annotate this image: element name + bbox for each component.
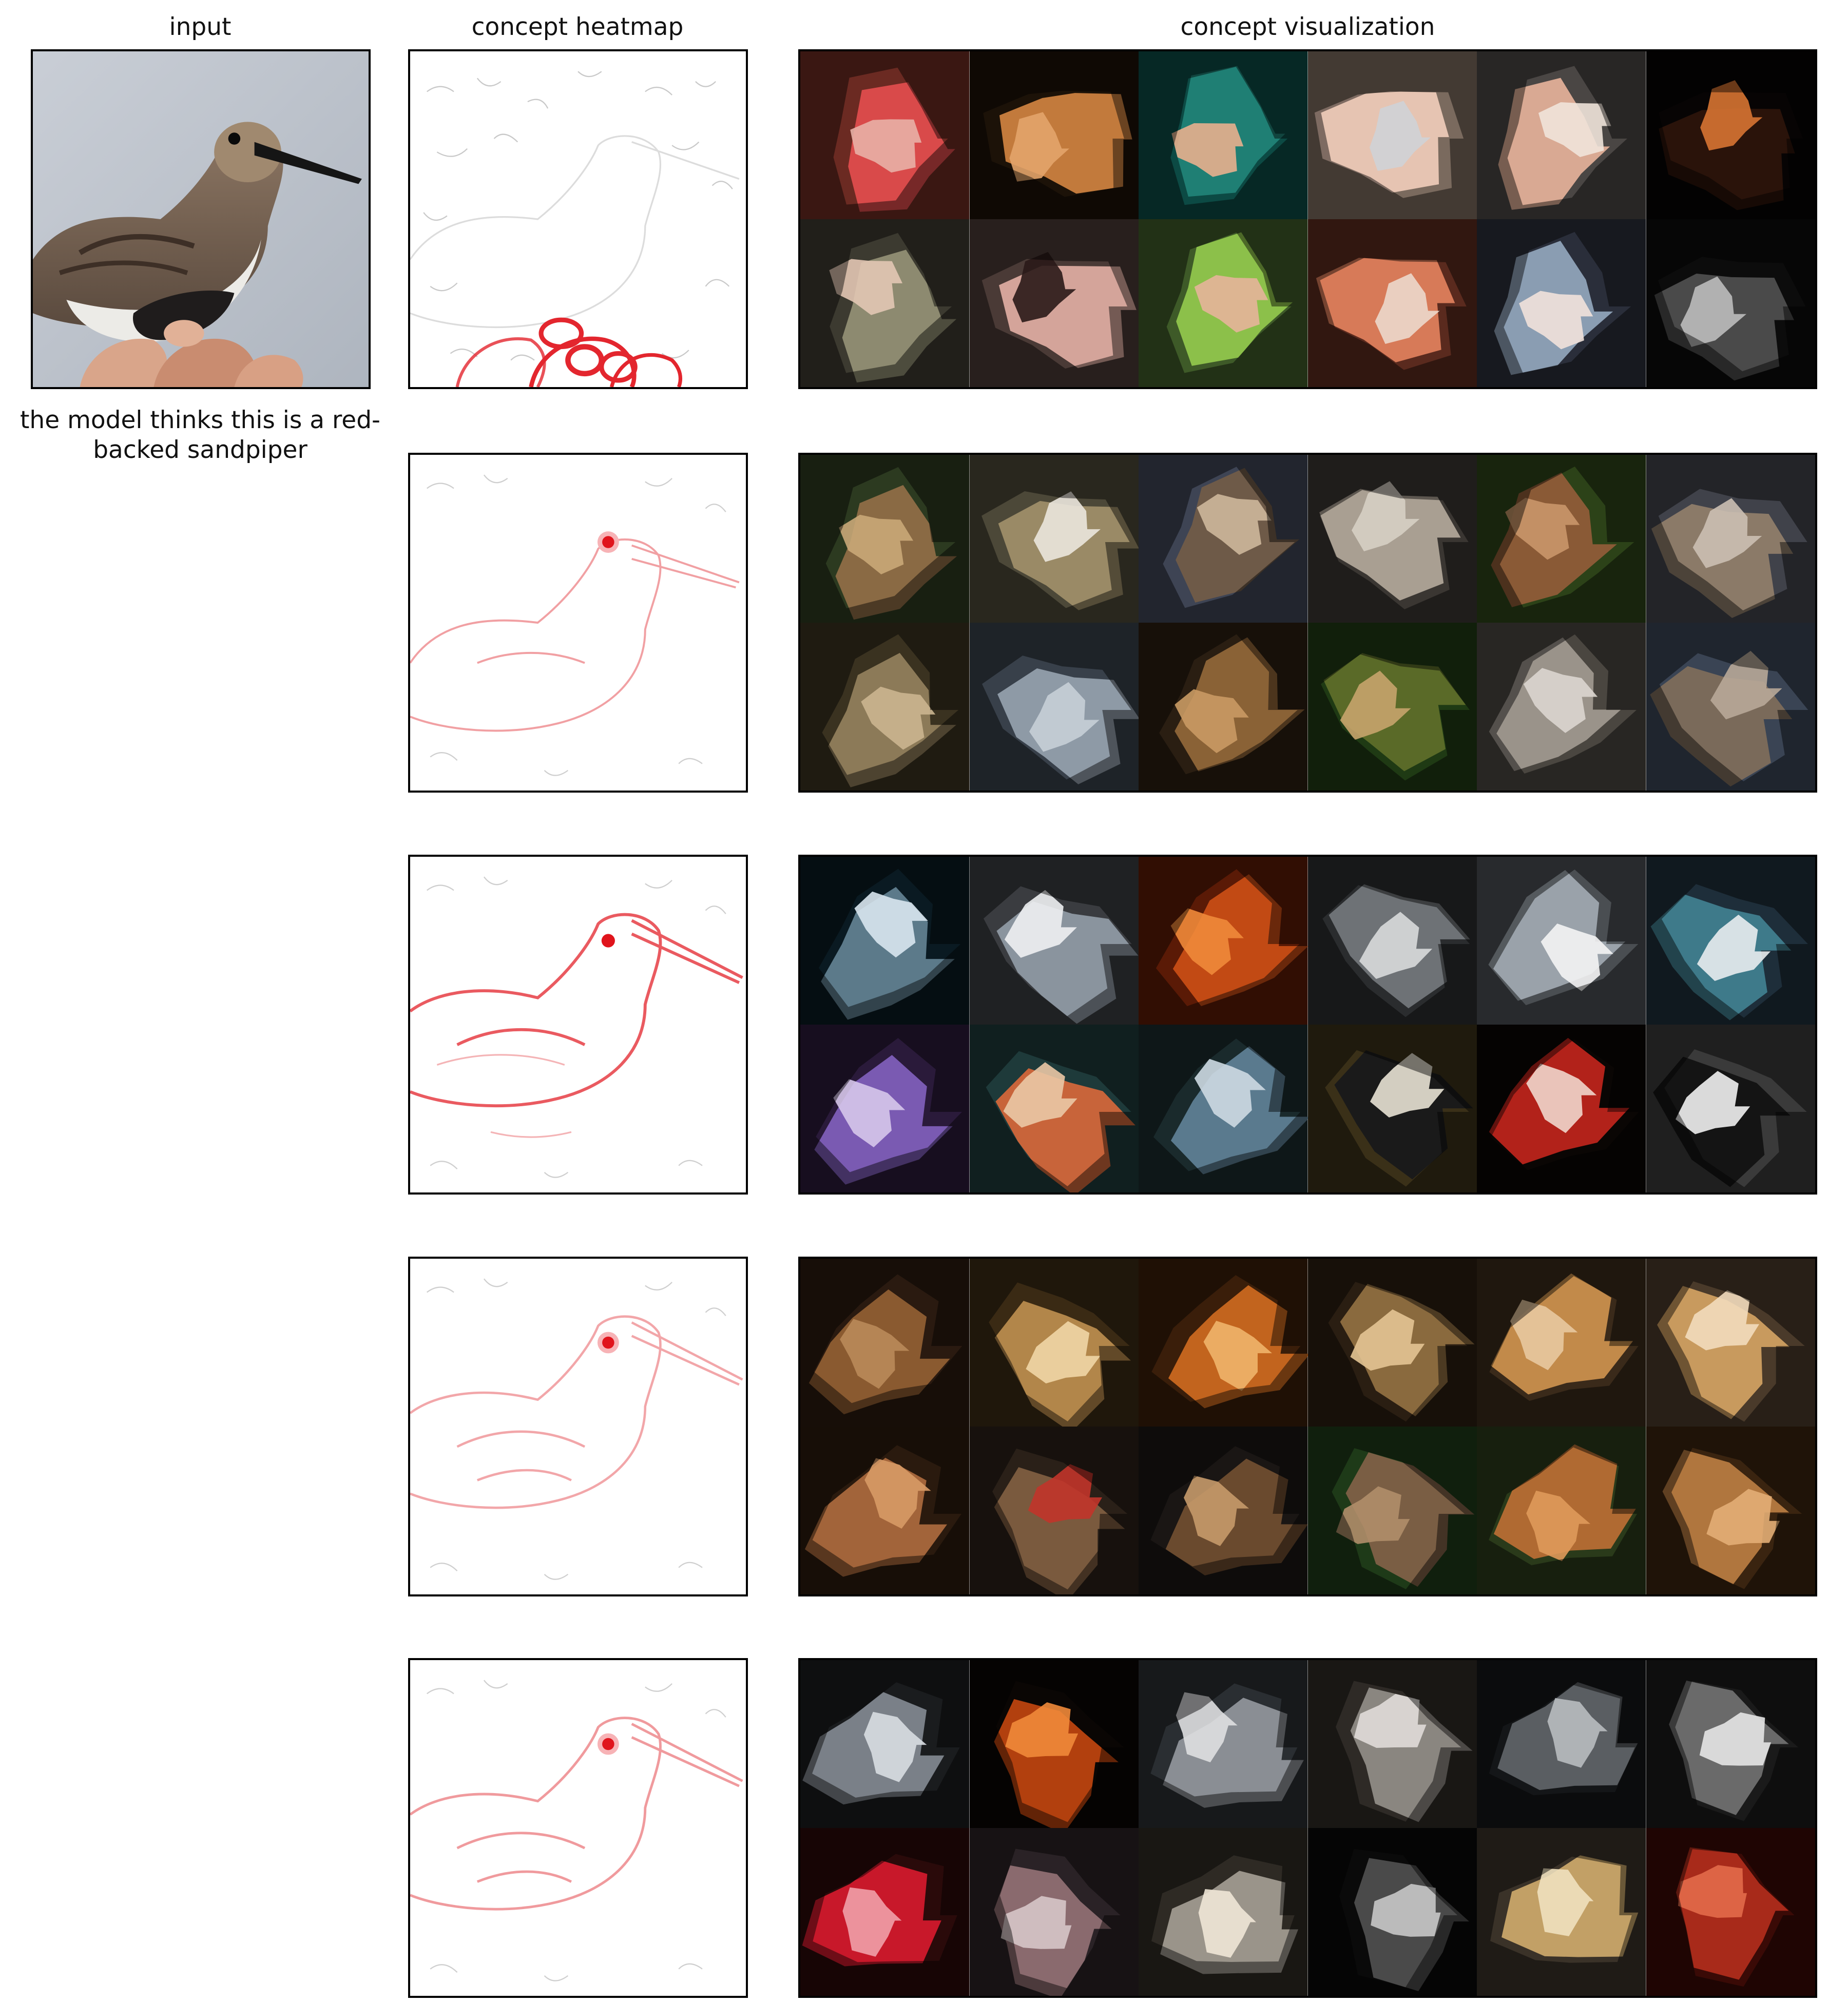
concept-tile-grouse-on-grass (1307, 623, 1477, 791)
heatmap-concept-3 (408, 855, 748, 1195)
concept-tile-red-crock-pot (1646, 1828, 1815, 1996)
concept-tile-ship-at-dock (1139, 1025, 1308, 1192)
concept-tile-sandpiper-in-reeds (800, 623, 970, 791)
prediction-caption: the model thinks this is a red-backed sa… (20, 406, 380, 464)
concept-tile-white-ptarmigan (969, 455, 1139, 623)
concept-tile-cruise-ship-deck (1646, 857, 1815, 1025)
concept-tile-grouse-head (1139, 455, 1308, 623)
concept-tile-steel-pot (800, 1660, 970, 1828)
concept-tile-white-cruise-ship (1477, 857, 1646, 1025)
concept-tile-dog-with-collar (800, 1259, 970, 1427)
concept-tile-bread-stand (1307, 1259, 1477, 1427)
concept-tile-grouse-in-grass (1477, 455, 1646, 623)
concept-tile-sleeping-dog (969, 1427, 1139, 1594)
concept-visualization-4 (798, 1257, 1817, 1596)
concept-tile-thumb-close-up (800, 219, 970, 387)
concept-tile-hand-with-cards (1307, 219, 1477, 387)
concept-tile-ocean-liner (1307, 857, 1477, 1025)
concept-tile-orange-stripes (1139, 857, 1308, 1025)
concept-tile-bakery-display (969, 1259, 1139, 1427)
concept-tile-hand-with-marker (1307, 51, 1477, 219)
concept-tile-zebra-body (1307, 1025, 1477, 1192)
concept-tile-pastry-shelf (1139, 1259, 1308, 1427)
concept-visualization-5 (798, 1658, 1817, 1998)
concept-tile-crock-pot-gray (1646, 1660, 1815, 1828)
concept-tile-quail-close-up (1139, 623, 1308, 791)
concept-tile-brown-dog (1477, 1427, 1646, 1594)
concept-tile-oven-door (1307, 1660, 1477, 1828)
concept-visualization-2 (798, 453, 1817, 793)
concept-tile-terrier-face (800, 1427, 970, 1594)
column-title-input: input (169, 13, 232, 41)
concept-tile-zebra-stripes (1646, 1025, 1815, 1192)
concept-tile-dog-in-crowd (1139, 1427, 1308, 1594)
concept-tile-crested-bird (1646, 623, 1815, 791)
concept-tile-hand-with-phone (1477, 219, 1646, 387)
concept-tile-feathers-close-up (1646, 455, 1815, 623)
column-title-visualization: concept visualization (1180, 13, 1435, 41)
concept-tile-glowing-fingertip (1646, 51, 1815, 219)
concept-tile-sandpiper-on-sand (1307, 455, 1477, 623)
concept-tile-grayscale-fingers (1646, 219, 1815, 387)
concept-tile-ceramic-bowl (1477, 1828, 1646, 1996)
concept-tile-cruise-ship (969, 857, 1139, 1025)
concept-tile-sandpiper-profile (1477, 623, 1646, 791)
concept-tile-pastry-case (1646, 1259, 1815, 1427)
concept-tile-red-pot (800, 1828, 970, 1996)
heatmap-concept-5 (408, 1658, 748, 1998)
concept-tile-bakery-counter (1477, 1259, 1646, 1427)
concept-tile-hand-with-pen (800, 51, 970, 219)
concept-tile-lionfish-red (1477, 1025, 1646, 1192)
concept-tile-silver-saucepan (1139, 1828, 1308, 1996)
sandpiper-photo (33, 51, 369, 387)
concept-tile-stove-knobs (1139, 1660, 1308, 1828)
concept-tile-pot-lid (969, 1828, 1139, 1996)
concept-tile-orange-dutch-oven (969, 1660, 1139, 1828)
concept-tile-range-top (1477, 1660, 1646, 1828)
concept-tile-finger-with-ring (1477, 51, 1646, 219)
concept-tile-lionfish (969, 1025, 1139, 1192)
concept-tile-purple-fan (800, 1025, 970, 1192)
input-image (31, 49, 371, 389)
concept-tile-grayscale-oven (1307, 1828, 1477, 1996)
concept-visualization-1 (798, 49, 1817, 389)
concept-tile-finger-on-cutting-mat (1139, 51, 1308, 219)
concept-tile-camel-on-grass (1307, 1427, 1477, 1594)
heatmap-concept-1 (408, 49, 748, 389)
heatmap-concept-4 (408, 1257, 748, 1596)
concept-visualization-3 (798, 855, 1817, 1195)
concept-tile-dunlin-on-water (969, 623, 1139, 791)
concept-tile-hand-holding-ball (969, 219, 1139, 387)
column-title-heatmap: concept heatmap (471, 13, 684, 41)
heatmap-concept-2 (408, 453, 748, 793)
concept-tile-camouflaged-grouse (800, 455, 970, 623)
concept-tile-blinds-pattern (800, 857, 970, 1025)
concept-tile-hand-with-green-cup (1139, 219, 1308, 387)
concept-tile-pig-snout (1646, 1427, 1815, 1594)
concept-tile-lighter-in-hand (969, 51, 1139, 219)
